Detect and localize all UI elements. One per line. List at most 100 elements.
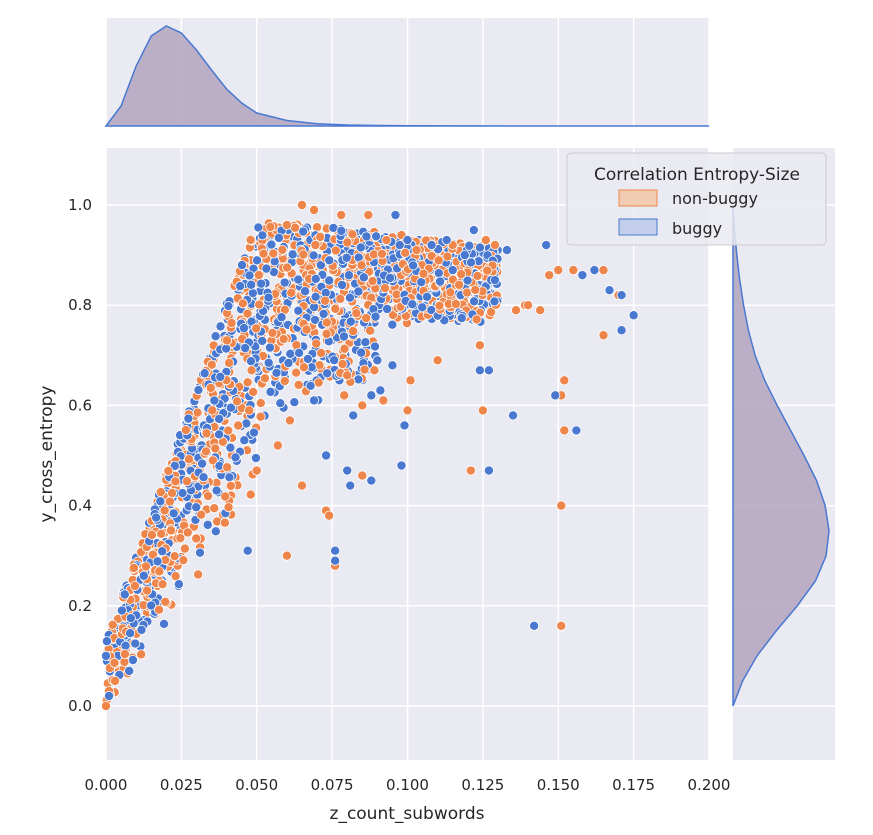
- scatter-point: [193, 569, 204, 580]
- scatter-point: [433, 255, 444, 266]
- scatter-point: [164, 496, 175, 507]
- x-tick-label: 0.175: [612, 776, 655, 794]
- scatter-point: [224, 357, 235, 368]
- scatter-point: [435, 276, 446, 287]
- scatter-point: [128, 562, 139, 573]
- scatter-point: [182, 527, 193, 538]
- scatter-point-non-buggy: [556, 500, 567, 511]
- scatter-point-buggy: [342, 465, 353, 476]
- legend-swatch-non-buggy: [618, 189, 658, 207]
- scatter-point: [201, 428, 212, 439]
- scatter-point: [337, 359, 348, 370]
- scatter-point: [166, 525, 177, 536]
- scatter-point: [154, 604, 165, 615]
- scatter-point: [456, 269, 467, 280]
- scatter-point: [219, 517, 230, 528]
- scatter-point: [237, 298, 248, 309]
- scatter-point-non-buggy: [411, 245, 422, 256]
- scatter-point: [394, 240, 405, 251]
- scatter-point-non-buggy: [281, 550, 292, 561]
- scatter-point-buggy: [396, 460, 407, 471]
- scatter-point: [159, 505, 170, 516]
- scatter-point: [278, 334, 289, 345]
- scatter-point: [450, 299, 461, 310]
- scatter-point: [289, 397, 300, 408]
- scatter-point: [173, 579, 184, 590]
- scatter-point: [316, 348, 327, 359]
- scatter-point-buggy: [474, 365, 485, 376]
- scatter-point: [136, 649, 147, 660]
- scatter-point: [356, 260, 367, 271]
- scatter-point: [214, 413, 225, 424]
- scatter-point-buggy: [242, 545, 253, 556]
- scatter-point: [273, 232, 284, 243]
- scatter-point: [151, 512, 162, 523]
- scatter-point: [370, 311, 381, 322]
- scatter-point: [136, 624, 147, 635]
- scatter-point-buggy: [330, 545, 341, 556]
- scatter-point: [210, 526, 221, 537]
- legend-label-non-buggy: non-buggy: [672, 189, 758, 208]
- scatter-point: [210, 443, 221, 454]
- x-tick-label: 0.125: [461, 776, 504, 794]
- scatter-point-non-buggy: [544, 270, 555, 281]
- scatter-point: [258, 248, 269, 259]
- scatter-point: [285, 348, 296, 359]
- scatter-point: [336, 225, 347, 236]
- scatter-point: [418, 268, 429, 279]
- scatter-point: [224, 472, 235, 483]
- scatter-point: [156, 528, 167, 539]
- scatter-point: [293, 305, 304, 316]
- scatter-point: [387, 319, 398, 330]
- scatter-point: [246, 356, 257, 367]
- scatter-point: [294, 347, 305, 358]
- scatter-point: [251, 323, 262, 334]
- scatter-point: [470, 284, 481, 295]
- scatter-point: [464, 240, 475, 251]
- scatter-point: [347, 229, 358, 240]
- scatter-point: [238, 323, 249, 334]
- scatter-point: [254, 299, 265, 310]
- scatter-point: [175, 533, 186, 544]
- scatter-point: [302, 353, 313, 364]
- scatter-point: [198, 472, 209, 483]
- scatter-point-buggy: [309, 395, 320, 406]
- scatter-point-non-buggy: [339, 390, 350, 401]
- scatter-point: [267, 327, 278, 338]
- scatter-point: [279, 376, 290, 387]
- scatter-point: [320, 295, 331, 306]
- scatter-point: [183, 454, 194, 465]
- scatter-point: [433, 268, 444, 279]
- scatter-point-non-buggy: [405, 375, 416, 386]
- scatter-point-buggy: [375, 385, 386, 396]
- scatter-point: [240, 343, 251, 354]
- scatter-point: [305, 380, 316, 391]
- scatter-point: [279, 277, 290, 288]
- legend-label-buggy: buggy: [672, 219, 722, 238]
- scatter-point: [277, 244, 288, 255]
- x-tick-label: 0.200: [688, 776, 731, 794]
- scatter-point: [301, 324, 312, 335]
- scatter-point: [200, 446, 211, 457]
- scatter-point-non-buggy: [559, 425, 570, 436]
- scatter-point: [343, 270, 354, 281]
- scatter-point: [152, 556, 163, 567]
- scatter-point: [355, 242, 366, 253]
- scatter-point-buggy: [628, 310, 639, 321]
- scatter-point: [177, 488, 188, 499]
- scatter-point-non-buggy: [342, 370, 353, 381]
- scatter-point: [330, 303, 341, 314]
- scatter-point: [202, 519, 213, 530]
- y-tick-label: 0.4: [68, 497, 92, 515]
- scatter-point: [291, 367, 302, 378]
- scatter-point-non-buggy: [598, 330, 609, 341]
- scatter-point: [321, 317, 332, 328]
- scatter-point-non-buggy: [296, 199, 307, 210]
- scatter-point: [263, 357, 274, 368]
- scatter-point: [138, 570, 149, 581]
- scatter-point: [257, 230, 268, 241]
- x-tick-labels: 0.000 0.025 0.050 0.075 0.100 0.125 0.150 0.175…: [85, 776, 731, 794]
- scatter-point-buggy: [459, 250, 470, 261]
- scatter-point: [359, 364, 370, 375]
- scatter-point: [489, 296, 500, 307]
